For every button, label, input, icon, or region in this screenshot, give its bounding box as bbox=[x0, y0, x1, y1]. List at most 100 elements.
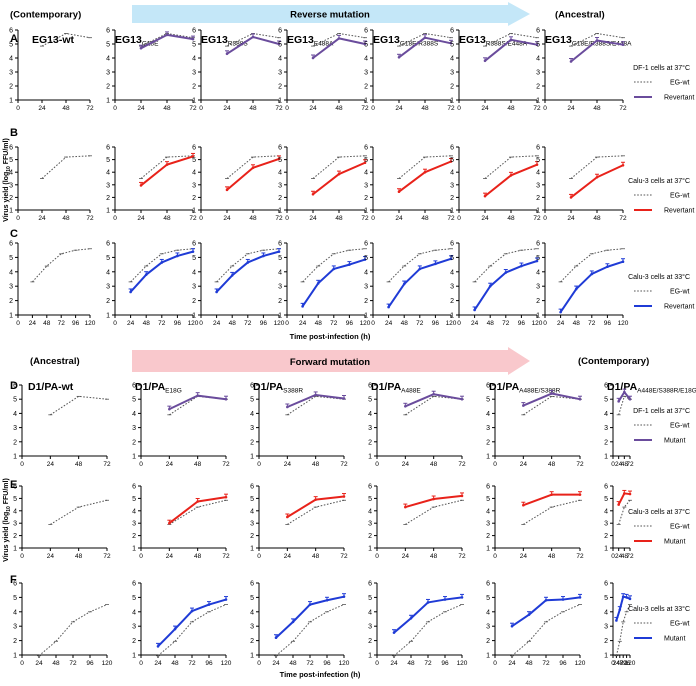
y-tick-label: 5 bbox=[13, 595, 17, 602]
y-tick-label: 4 bbox=[368, 411, 372, 418]
x-tick-label: 72 bbox=[275, 105, 283, 112]
mutant-point bbox=[139, 184, 143, 187]
y-tick-label: 6 bbox=[278, 28, 282, 35]
x-tick-label: 72 bbox=[330, 320, 338, 327]
y-tick-label: 2 bbox=[9, 195, 13, 202]
mutant-point bbox=[139, 46, 143, 50]
y-tick-label: 4 bbox=[450, 170, 454, 177]
y-tick-label: 6 bbox=[132, 383, 136, 390]
mutant-point bbox=[190, 609, 194, 613]
ylabel-subscript: 10 bbox=[6, 166, 12, 172]
x-tick-label: 96 bbox=[174, 320, 182, 327]
y-tick-label: 2 bbox=[486, 533, 490, 540]
wt-series-line bbox=[523, 499, 581, 525]
x-tick-label: 0 bbox=[113, 105, 117, 112]
y-tick-label: 6 bbox=[132, 484, 136, 491]
y-tick-label: 1 bbox=[368, 653, 372, 660]
x-tick-label: 72 bbox=[361, 215, 369, 222]
y-tick-label: 3 bbox=[192, 70, 196, 77]
x-tick-label: 48 bbox=[593, 215, 601, 222]
x-tick-label: 72 bbox=[619, 105, 627, 112]
y-tick-label: 5 bbox=[106, 42, 110, 49]
x-tick-label: 24 bbox=[154, 660, 162, 667]
wt-series-line bbox=[50, 499, 108, 525]
mutant-point bbox=[262, 254, 265, 258]
x-tick-label: 72 bbox=[275, 215, 283, 222]
mutant-point bbox=[527, 613, 531, 616]
mutant-point bbox=[165, 33, 169, 37]
mutant-point bbox=[522, 404, 525, 407]
mutant-point bbox=[423, 170, 427, 174]
y-tick-label: 5 bbox=[278, 157, 282, 164]
x-tick-label: 24 bbox=[385, 320, 393, 327]
x-tick-label: 0 bbox=[20, 553, 24, 560]
y-tick-label: 1 bbox=[604, 546, 608, 553]
y-tick-label: 4 bbox=[604, 411, 608, 418]
mutant-point bbox=[522, 503, 525, 507]
mutant-point bbox=[578, 397, 582, 401]
mutant-point bbox=[404, 405, 407, 408]
legend-condition: DF-1 cells at 37°C bbox=[633, 64, 690, 72]
wt-series-line bbox=[41, 155, 91, 179]
title-main: D1/PA bbox=[253, 381, 284, 393]
y-tick-label: 1 bbox=[486, 546, 490, 553]
x-tick-label: 48 bbox=[487, 320, 495, 327]
y-tick-label: 4 bbox=[132, 609, 136, 616]
y-tick-label: 2 bbox=[13, 533, 17, 540]
x-tick-label: 120 bbox=[274, 320, 285, 327]
mutant-point bbox=[363, 258, 367, 261]
mutant-point bbox=[168, 407, 171, 411]
x-tick-label: 120 bbox=[188, 320, 199, 327]
x-tick-label: 48 bbox=[507, 215, 515, 222]
y-tick-label: 1 bbox=[604, 653, 608, 660]
x-tick-label: 48 bbox=[194, 553, 202, 560]
legend-top: Calu-3 cells at 37°C EG-wt Revertant bbox=[628, 177, 694, 215]
y-tick-label: 2 bbox=[364, 298, 368, 305]
y-tick-label: 3 bbox=[536, 284, 540, 291]
mutant-point bbox=[291, 620, 295, 624]
y-tick-label: 1 bbox=[278, 313, 282, 320]
mutant-point bbox=[473, 308, 476, 312]
y-tick-label: 5 bbox=[106, 255, 110, 262]
y-tick-label: 6 bbox=[450, 241, 454, 248]
x-tick-label: 0 bbox=[285, 320, 289, 327]
y-tick-label: 4 bbox=[192, 56, 196, 63]
y-tick-label: 2 bbox=[536, 84, 540, 91]
x-tick-label: 0 bbox=[257, 461, 261, 468]
y-tick-label: 1 bbox=[13, 546, 17, 553]
mutant-point bbox=[251, 166, 255, 170]
legend-wt-label: EG-wt bbox=[670, 193, 690, 200]
x-tick-label: 24 bbox=[299, 320, 307, 327]
mutant-point bbox=[277, 157, 281, 161]
y-tick-label: 4 bbox=[13, 508, 17, 515]
y-tick-label: 4 bbox=[368, 609, 372, 616]
x-tick-label: 120 bbox=[360, 320, 371, 327]
mutant-point bbox=[337, 172, 341, 176]
y-tick-label: 5 bbox=[250, 496, 254, 503]
x-tick-label: 72 bbox=[542, 660, 550, 667]
y-tick-label: 3 bbox=[132, 521, 136, 528]
x-tick-label: 48 bbox=[289, 660, 297, 667]
xlabel-top: Time post-infection (h) bbox=[290, 332, 371, 341]
mutant-point bbox=[595, 39, 599, 42]
x-tick-label: 72 bbox=[69, 660, 77, 667]
panel-title-bottom: D1/PAA488E bbox=[371, 381, 421, 395]
mutant-point bbox=[423, 36, 427, 39]
y-tick-label: 4 bbox=[450, 269, 454, 276]
ylabel-bottom: Virus yield (log10 FFU/ml) bbox=[3, 478, 12, 562]
x-tick-label: 0 bbox=[139, 461, 143, 468]
x-tick-label: 96 bbox=[86, 660, 94, 667]
mutant-point bbox=[617, 503, 620, 506]
y-tick-label: 3 bbox=[13, 521, 17, 528]
ylabel-subscript: 10 bbox=[6, 506, 12, 512]
x-tick-label: 48 bbox=[548, 553, 556, 560]
mutant-point bbox=[316, 282, 320, 285]
x-tick-label: 120 bbox=[618, 320, 629, 327]
